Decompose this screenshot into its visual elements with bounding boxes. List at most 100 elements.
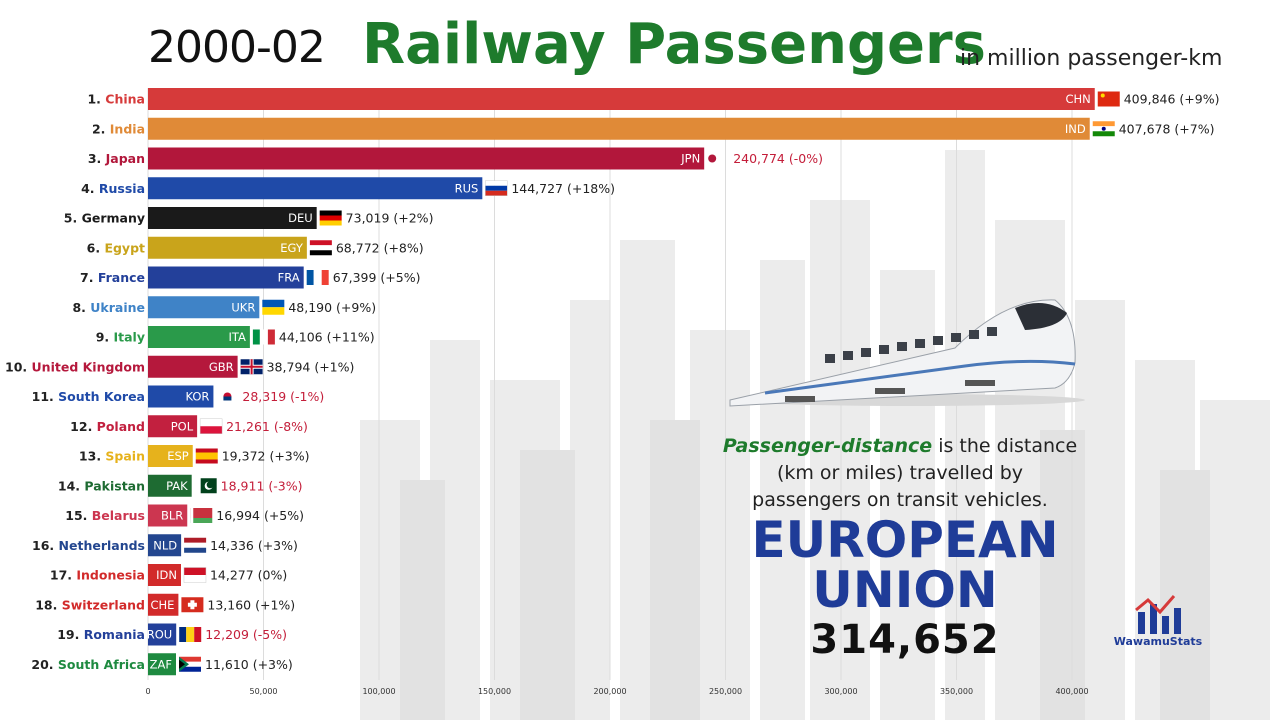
header: 2000-02 Railway Passengers in million pa…: [0, 0, 1280, 90]
country-code: UKR: [231, 300, 255, 314]
x-tick-label: 150,000: [478, 687, 511, 696]
x-tick-label: 50,000: [250, 687, 278, 696]
country-label: 9. Italy: [96, 330, 145, 345]
rank-number: 7.: [80, 270, 98, 285]
rank-number: 11.: [32, 389, 59, 404]
bar-row: 3. Japan JPN 240,774 (-0%): [88, 147, 823, 170]
country-name: Italy: [114, 330, 146, 345]
country-code: BLR: [161, 509, 183, 523]
bar-row: 8. Ukraine UKR 48,190 (+9%): [72, 296, 376, 319]
definition-note: Passenger-distance is the distance (km o…: [720, 433, 1080, 514]
rank-number: 3.: [88, 151, 106, 166]
value-label: 144,727 (+18%): [511, 181, 615, 196]
bar-row: 17. Indonesia IDN 14,277 (0%): [50, 564, 287, 586]
flag-nl-icon: [184, 537, 207, 553]
country-name: United Kingdom: [32, 359, 145, 374]
country-name: Indonesia: [76, 568, 145, 583]
flag-id-icon: [183, 567, 207, 583]
country-code: ITA: [228, 330, 246, 344]
bar-row: 16. Netherlands NLD 14,336 (+3%): [32, 534, 298, 557]
country-code: POL: [171, 419, 194, 433]
x-tick-label: 300,000: [824, 687, 857, 696]
flag-pk-icon: [194, 478, 217, 494]
country-name: Ukraine: [90, 300, 145, 315]
unit-label: in million passenger-km: [960, 46, 1223, 71]
value-label: 407,678 (+7%): [1119, 121, 1215, 136]
rank-number: 19.: [57, 627, 84, 642]
country-label: 16. Netherlands: [32, 538, 145, 553]
bar-row: 6. Egypt EGY 68,772 (+8%): [87, 236, 424, 259]
bar: [148, 236, 307, 259]
country-name: France: [98, 270, 145, 285]
country-code: ZAF: [150, 657, 172, 671]
value-label: 73,019 (+2%): [346, 211, 434, 226]
wawamustats-logo-icon: [1135, 595, 1181, 634]
country-name: Poland: [97, 419, 145, 434]
bar: [148, 564, 181, 586]
value-label: 409,846 (+9%): [1124, 92, 1220, 107]
x-tick-label: 200,000: [593, 687, 626, 696]
flag-in-icon: [1092, 121, 1115, 137]
bar: [148, 88, 1095, 110]
country-label: 8. Ukraine: [72, 300, 145, 315]
country-name: India: [110, 121, 145, 136]
rank-number: 16.: [32, 538, 59, 553]
value-label: 240,774 (-0%): [733, 151, 823, 166]
bar: [148, 355, 238, 378]
bar: [148, 445, 193, 467]
country-code: JPN: [680, 152, 700, 166]
bar: [148, 653, 176, 676]
bar-row: 12. Poland POL 21,261 (-8%): [70, 415, 308, 438]
country-code: FRA: [278, 271, 300, 285]
value-label: 48,190 (+9%): [288, 300, 376, 315]
bar: [148, 385, 214, 408]
bar-row: 14. Pakistan PAK 18,911 (-3%): [58, 474, 302, 497]
country-name: China: [105, 92, 145, 107]
bar: [148, 266, 304, 289]
country-code: ESP: [167, 449, 189, 463]
flag-fr-icon: [306, 270, 329, 285]
flag-by-icon: [190, 508, 213, 523]
x-tick-label: 100,000: [362, 687, 395, 696]
bar-row: 20. South Africa ZAF 11,610 (+3%): [31, 653, 293, 676]
country-label: 20. South Africa: [31, 657, 145, 672]
flag-kr-icon: [216, 389, 239, 404]
period-label: 2000-02: [148, 22, 326, 73]
country-label: 17. Indonesia: [50, 568, 145, 583]
country-label: 5. Germany: [64, 211, 145, 226]
country-label: 14. Pakistan: [58, 478, 145, 493]
rank-number: 2.: [92, 121, 110, 136]
country-label: 1. China: [87, 92, 145, 107]
rank-number: 14.: [58, 478, 85, 493]
flag-za-icon: [179, 656, 201, 672]
note-text: is the distance (km or miles) travelled …: [752, 435, 1078, 511]
country-label: 19. Romania: [57, 627, 145, 642]
x-tick-label: 350,000: [940, 687, 973, 696]
value-label: 16,994 (+5%): [216, 508, 304, 523]
country-code: GBR: [209, 360, 234, 374]
flag-eg-icon: [309, 240, 332, 256]
country-code: CHN: [1065, 92, 1090, 106]
flag-ch-icon: [181, 597, 204, 613]
country-name: Spain: [105, 449, 145, 464]
bar-row: 9. Italy ITA 44,106 (+11%): [96, 326, 375, 348]
train-illustration: [729, 299, 1085, 407]
country-code: EGY: [280, 241, 304, 255]
value-label: 13,160 (+1%): [207, 597, 295, 612]
rank-number: 12.: [70, 419, 97, 434]
rank-number: 18.: [35, 597, 62, 612]
country-name: Pakistan: [84, 478, 145, 493]
country-name: Egypt: [104, 240, 145, 255]
eu-title: EUROPEAN UNION: [751, 511, 1059, 619]
country-label: 18. Switzerland: [35, 597, 145, 612]
rank-number: 10.: [5, 359, 32, 374]
bar: [148, 326, 250, 348]
x-tick-label: 250,000: [709, 687, 742, 696]
bar: [148, 296, 260, 319]
country-code: IDN: [156, 568, 177, 582]
bar: [148, 623, 177, 646]
country-label: 6. Egypt: [87, 240, 145, 255]
flag-jp-icon: [708, 154, 717, 163]
bar: [148, 474, 192, 497]
